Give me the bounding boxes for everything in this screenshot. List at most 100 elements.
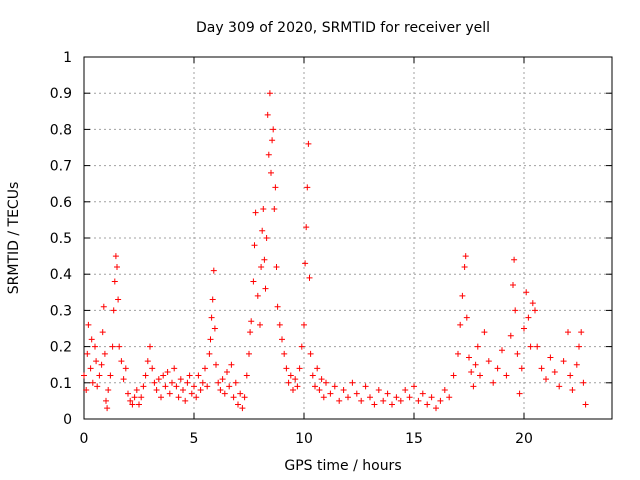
data-point bbox=[204, 383, 211, 390]
data-point bbox=[175, 394, 182, 401]
y-tick-label: 0.3 bbox=[50, 303, 72, 319]
data-point bbox=[228, 361, 235, 368]
data-point bbox=[151, 379, 158, 386]
data-point bbox=[466, 354, 472, 361]
data-point bbox=[232, 379, 239, 386]
data-point bbox=[323, 379, 329, 386]
data-point bbox=[279, 336, 285, 343]
data-point bbox=[507, 332, 514, 339]
data-point bbox=[397, 397, 404, 404]
data-point bbox=[133, 387, 140, 394]
data-point bbox=[459, 292, 466, 299]
data-point bbox=[250, 278, 257, 285]
data-point bbox=[485, 358, 492, 365]
data-point bbox=[511, 256, 518, 263]
data-point bbox=[261, 256, 268, 263]
data-point bbox=[149, 365, 156, 372]
data-point bbox=[462, 253, 469, 260]
data-point bbox=[177, 376, 184, 383]
data-point bbox=[580, 379, 587, 386]
data-point bbox=[523, 289, 530, 296]
y-tick-label: 1 bbox=[63, 50, 72, 66]
data-point bbox=[241, 394, 248, 401]
data-point bbox=[304, 184, 311, 191]
data-point bbox=[260, 206, 267, 213]
data-point bbox=[273, 263, 280, 270]
data-point bbox=[270, 126, 277, 133]
y-tick-label: 0.5 bbox=[50, 231, 72, 247]
data-point bbox=[215, 379, 222, 386]
data-point bbox=[470, 383, 477, 390]
data-point bbox=[285, 379, 292, 386]
data-point bbox=[184, 379, 191, 386]
data-point bbox=[140, 383, 147, 390]
data-point bbox=[327, 390, 334, 397]
data-point bbox=[105, 387, 112, 394]
data-point bbox=[433, 405, 439, 412]
data-point bbox=[211, 325, 218, 332]
data-point bbox=[389, 401, 395, 408]
data-point bbox=[235, 401, 241, 408]
data-point bbox=[259, 227, 266, 234]
data-point bbox=[525, 314, 532, 321]
data-point bbox=[116, 343, 123, 350]
data-point bbox=[340, 387, 347, 394]
data-point bbox=[254, 292, 261, 299]
data-point bbox=[455, 350, 461, 357]
data-point bbox=[375, 387, 382, 394]
data-point bbox=[118, 358, 125, 365]
data-point bbox=[406, 394, 413, 401]
chart-title: Day 309 of 2020, SRMTID for receiver yel… bbox=[196, 20, 490, 36]
x-tick-label: 15 bbox=[405, 431, 423, 447]
data-point bbox=[83, 387, 90, 394]
data-point bbox=[271, 206, 278, 213]
data-point bbox=[171, 365, 178, 372]
data-point bbox=[441, 387, 448, 394]
data-point bbox=[307, 350, 314, 357]
data-point bbox=[84, 350, 91, 357]
data-point bbox=[104, 405, 111, 412]
data-point bbox=[301, 321, 307, 328]
x-tick-label: 10 bbox=[295, 431, 313, 447]
y-axis-label: SRMTID / TECUs bbox=[6, 182, 22, 295]
data-point bbox=[302, 260, 309, 267]
data-point bbox=[380, 397, 387, 404]
data-point bbox=[296, 365, 303, 372]
x-axis-label: GPS time / hours bbox=[284, 458, 401, 474]
data-point bbox=[147, 343, 153, 350]
data-point bbox=[450, 372, 457, 379]
data-point bbox=[481, 329, 488, 336]
data-point bbox=[191, 383, 197, 390]
data-point bbox=[292, 376, 299, 383]
data-point bbox=[551, 368, 558, 375]
data-point bbox=[547, 354, 554, 361]
data-point bbox=[219, 376, 226, 383]
data-point bbox=[538, 365, 545, 372]
data-point bbox=[424, 401, 431, 408]
data-point bbox=[246, 350, 252, 357]
data-point bbox=[463, 314, 470, 321]
data-point bbox=[468, 368, 475, 375]
y-tick-label: 0 bbox=[63, 412, 72, 428]
data-point bbox=[371, 401, 378, 408]
data-point bbox=[87, 365, 94, 372]
data-point bbox=[89, 379, 96, 386]
data-point bbox=[208, 314, 215, 321]
data-point bbox=[573, 361, 580, 368]
data-point bbox=[582, 401, 589, 408]
data-point bbox=[186, 372, 193, 379]
data-point bbox=[88, 336, 95, 343]
data-point bbox=[419, 390, 426, 397]
data-point bbox=[239, 405, 246, 412]
data-point bbox=[197, 387, 204, 394]
data-point bbox=[402, 387, 409, 394]
data-point bbox=[287, 372, 294, 379]
data-point bbox=[320, 394, 327, 401]
data-point bbox=[136, 401, 142, 408]
data-point bbox=[144, 358, 151, 365]
data-point bbox=[115, 296, 122, 303]
grid bbox=[84, 57, 612, 419]
data-point bbox=[477, 372, 483, 379]
data-point bbox=[125, 390, 131, 397]
